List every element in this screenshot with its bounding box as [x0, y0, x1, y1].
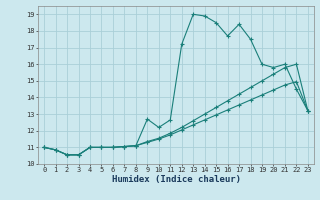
X-axis label: Humidex (Indice chaleur): Humidex (Indice chaleur): [111, 175, 241, 184]
